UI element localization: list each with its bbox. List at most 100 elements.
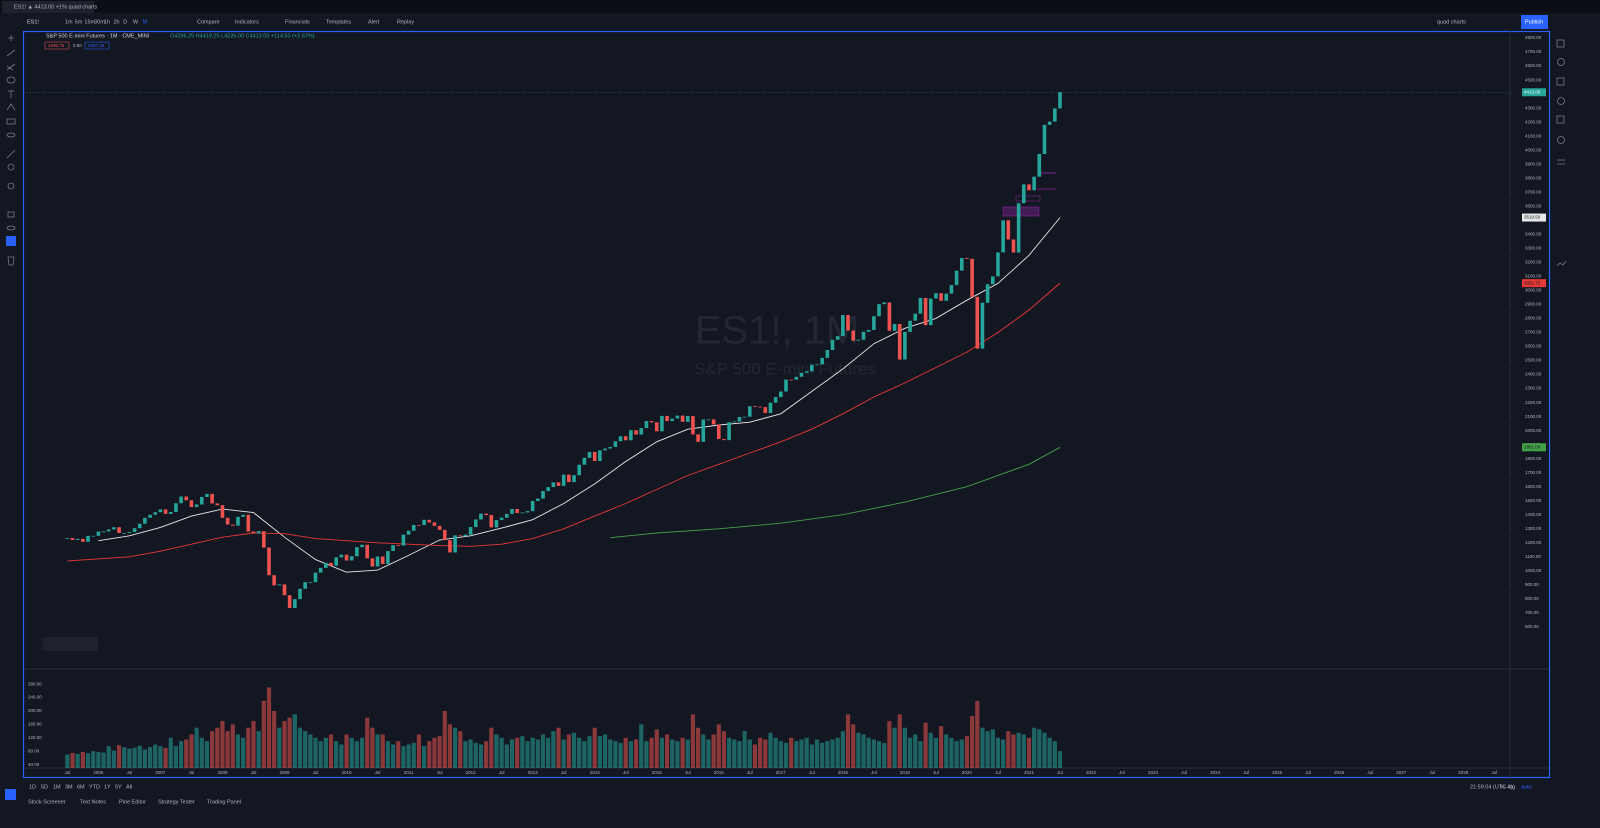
eye-icon[interactable]	[6, 132, 16, 138]
range-button[interactable]: All	[126, 784, 132, 790]
bottom-tab[interactable]: Stock Screener	[28, 799, 66, 805]
bottom-tab[interactable]: Text Notes	[80, 799, 106, 805]
drawn-box[interactable]	[1015, 195, 1041, 202]
y-tick-label: 800.00	[1525, 596, 1539, 601]
interval-button[interactable]: M	[143, 19, 148, 25]
volume-bar	[964, 736, 970, 768]
candle	[132, 528, 137, 532]
x-tick-label: Jul	[1429, 770, 1435, 775]
trendline-icon[interactable]	[6, 49, 16, 57]
scale-option[interactable]: auto	[1521, 784, 1532, 790]
x-tick-label: 2017	[776, 770, 787, 775]
zoom-icon[interactable]	[7, 163, 15, 171]
lock-icon[interactable]	[7, 211, 15, 218]
interval-button[interactable]: 2h	[114, 19, 120, 25]
bottom-tab[interactable]: Pine Editor	[119, 799, 146, 805]
candle	[241, 514, 245, 517]
watchlist-icon[interactable]	[1556, 39, 1565, 48]
x-tick-label: Jul	[685, 770, 691, 775]
ideas-icon[interactable]	[1557, 136, 1565, 144]
y-tick-label: 2700.00	[1525, 330, 1542, 335]
volume-bar	[199, 737, 204, 768]
bottom-tab[interactable]: Strategy Tester	[158, 799, 195, 805]
news-icon[interactable]	[1556, 77, 1565, 86]
interval-button[interactable]: 1h	[104, 19, 110, 25]
range-button[interactable]: YTD	[89, 784, 100, 790]
hotlist-icon[interactable]	[1556, 260, 1567, 267]
interval-button[interactable]: D	[123, 19, 127, 25]
range-button[interactable]: 1Y	[104, 784, 111, 790]
candle	[386, 551, 390, 564]
y-tick-label: 2100.00	[1525, 414, 1542, 419]
interval-button[interactable]: 30m	[94, 19, 105, 25]
toolbar-button[interactable]: Alert	[368, 19, 380, 25]
candle	[567, 474, 571, 483]
magnet-icon[interactable]	[7, 182, 15, 190]
pattern-icon[interactable]	[6, 103, 16, 111]
candle	[536, 498, 540, 502]
shape-icon[interactable]	[6, 76, 16, 84]
range-button[interactable]: 5Y	[115, 784, 122, 790]
range-button[interactable]: 6M	[77, 784, 85, 790]
candle	[949, 285, 954, 294]
toolbar-button[interactable]: Templates	[326, 19, 351, 25]
trash-icon[interactable]	[7, 256, 15, 266]
fib-icon[interactable]	[6, 63, 16, 71]
alerts-icon[interactable]	[1557, 58, 1565, 66]
candle	[174, 503, 178, 512]
interval-button[interactable]: 15m	[84, 19, 95, 25]
drawing-toolbar[interactable]	[43, 637, 98, 651]
toolbar-button[interactable]: Financials	[285, 19, 310, 25]
candle	[830, 339, 835, 350]
candle	[86, 535, 90, 542]
symbol[interactable]: ES1!	[27, 19, 39, 25]
interval-button[interactable]: 1m	[65, 19, 73, 25]
range-button[interactable]: 3M	[65, 784, 73, 790]
volume-bar	[153, 744, 158, 768]
streams-icon[interactable]	[1557, 159, 1565, 165]
bottom-tab[interactable]: Trading Panel	[207, 799, 241, 805]
range-button[interactable]: 5D	[41, 784, 48, 790]
volume-bar	[597, 736, 602, 768]
range-button[interactable]: 1D	[29, 784, 36, 790]
publish-button[interactable]	[1521, 15, 1548, 29]
prediction-icon[interactable]	[6, 118, 16, 125]
interval-button[interactable]: 5m	[75, 19, 83, 25]
x-tick-label: 2006	[93, 770, 104, 775]
active-tool[interactable]	[6, 236, 16, 246]
candle	[463, 534, 468, 537]
candle	[892, 324, 897, 331]
candle	[484, 513, 488, 516]
volume-bar	[866, 737, 871, 768]
x-tick-label: 2010	[342, 770, 353, 775]
candle	[670, 418, 675, 422]
data-window-icon[interactable]	[1557, 97, 1565, 105]
browser-tab[interactable]	[2, 1, 94, 13]
interval-button[interactable]: W	[133, 19, 139, 25]
text-icon[interactable]	[8, 90, 14, 98]
layout-name[interactable]: quad charts	[1437, 19, 1466, 25]
toolbar-button[interactable]: Indicators	[235, 19, 259, 25]
candle	[918, 297, 923, 314]
x-tick-label: Jul	[1491, 770, 1497, 775]
candle	[768, 402, 773, 413]
candle	[70, 538, 75, 540]
volume-y-tick-label: 80.00	[28, 748, 40, 753]
x-tick-label: 2022	[1086, 770, 1097, 775]
candle	[324, 562, 328, 568]
toolbar-button[interactable]: Compare	[197, 19, 220, 25]
calendar-icon[interactable]	[1556, 115, 1565, 124]
scale-option[interactable]: log	[1508, 784, 1515, 790]
volume-bar	[902, 727, 907, 768]
volume-bar	[758, 737, 763, 768]
range-button[interactable]: 1M	[53, 784, 61, 790]
toolbar-button[interactable]: Replay	[397, 19, 414, 25]
hide-icon[interactable]	[6, 225, 16, 231]
ruler-icon[interactable]	[6, 149, 16, 159]
scale-option[interactable]: %	[1500, 784, 1505, 790]
candle	[298, 588, 302, 600]
crosshair-icon[interactable]	[8, 35, 14, 41]
volume-bar	[297, 727, 303, 768]
drawn-box[interactable]	[1002, 206, 1040, 217]
y-tick-label: 1400.00	[1525, 512, 1542, 517]
